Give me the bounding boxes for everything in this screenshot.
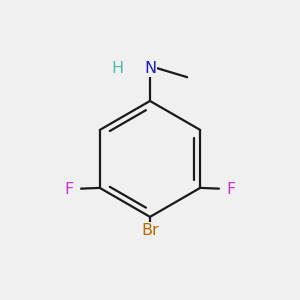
Text: Br: Br bbox=[141, 223, 159, 238]
Text: F: F bbox=[226, 182, 236, 197]
Text: F: F bbox=[64, 182, 74, 197]
Text: H: H bbox=[112, 61, 124, 76]
Text: N: N bbox=[144, 61, 156, 76]
